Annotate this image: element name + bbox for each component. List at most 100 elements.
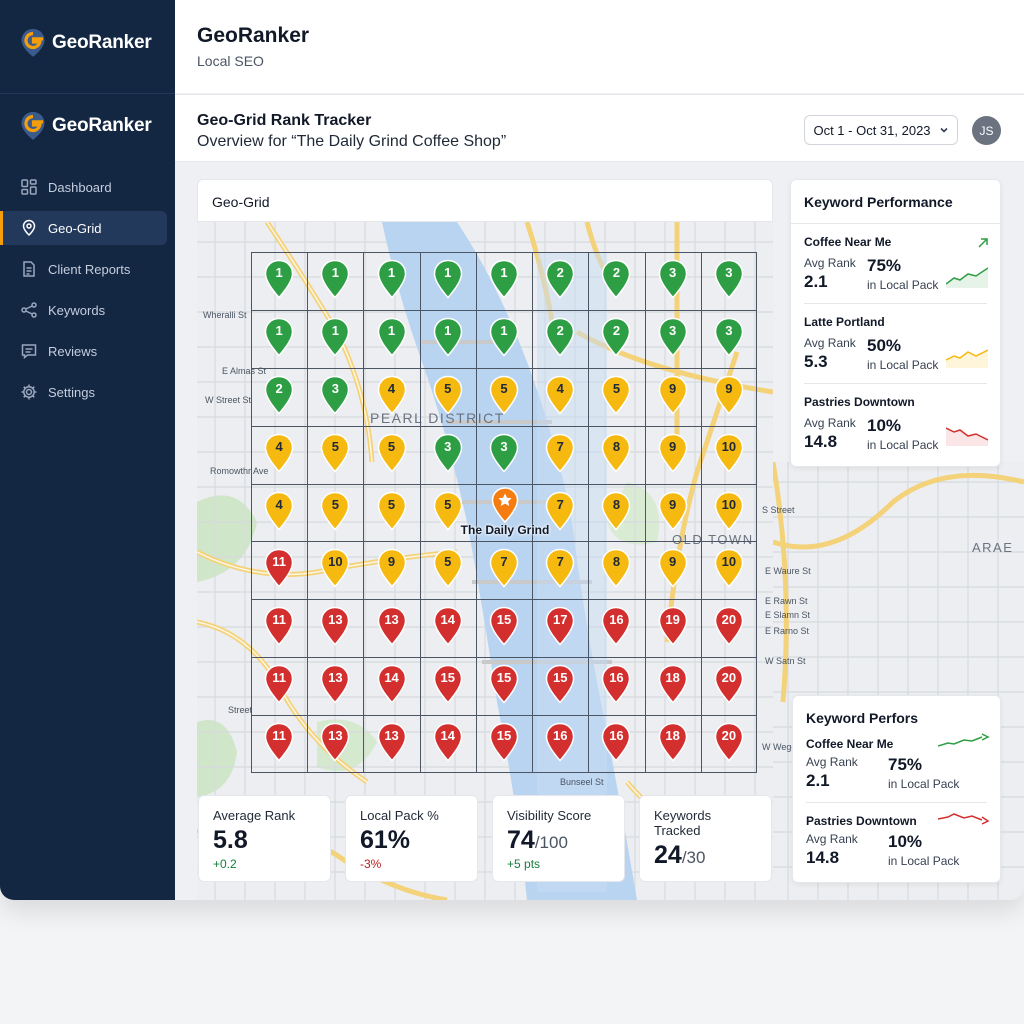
rank-pin[interactable]: 18 <box>657 722 689 762</box>
rank-pin[interactable]: 14 <box>376 664 408 704</box>
rank-pin[interactable]: 11 <box>263 664 295 704</box>
rank-pin[interactable]: 13 <box>319 606 351 646</box>
keyword-row[interactable]: Latte Portland Avg Rank 5.3 50% in Local… <box>804 304 988 384</box>
rank-pin[interactable]: 3 <box>488 433 520 473</box>
rank-pin[interactable]: 5 <box>488 375 520 415</box>
rank-pin[interactable]: 8 <box>600 491 632 531</box>
rank-pin[interactable]: 7 <box>488 548 520 588</box>
rank-pin[interactable]: 15 <box>544 664 576 704</box>
rank-pin[interactable]: 5 <box>432 548 464 588</box>
keyword-row[interactable]: Pastries Downtown Avg Rank 14.8 10% in L… <box>806 803 990 880</box>
sidebar-item-client-reports[interactable]: Client Reports <box>0 252 167 286</box>
rank-pin[interactable]: 16 <box>600 722 632 762</box>
keyword-row[interactable]: Coffee Near Me Avg Rank 2.1 75% in Local… <box>806 726 990 803</box>
rank-pin[interactable]: 1 <box>319 317 351 357</box>
rank-pin[interactable]: 1 <box>432 259 464 299</box>
rank-pin[interactable]: 2 <box>600 259 632 299</box>
rank-pin[interactable]: 2 <box>263 375 295 415</box>
rank-pin[interactable]: 3 <box>713 259 745 299</box>
rank-value: 14 <box>440 728 455 744</box>
rank-pin[interactable]: 3 <box>657 317 689 357</box>
rank-pin[interactable]: 19 <box>657 606 689 646</box>
rank-pin[interactable]: 5 <box>432 375 464 415</box>
rank-pin[interactable]: 10 <box>713 433 745 473</box>
rank-pin[interactable]: 1 <box>376 317 408 357</box>
rank-pin[interactable]: 9 <box>657 548 689 588</box>
rank-pin[interactable]: 4 <box>263 491 295 531</box>
rank-pin[interactable]: 10 <box>319 548 351 588</box>
rank-pin[interactable]: 5 <box>376 433 408 473</box>
rank-pin[interactable]: 5 <box>600 375 632 415</box>
rank-pin[interactable]: 20 <box>713 664 745 704</box>
rank-pin[interactable]: 20 <box>713 606 745 646</box>
rank-pin[interactable]: 9 <box>657 433 689 473</box>
rank-pin[interactable]: 9 <box>657 491 689 531</box>
rank-pin[interactable]: 17 <box>544 606 576 646</box>
brand-logo[interactable]: GeoRanker <box>20 28 152 58</box>
sidebar-item-geo-grid[interactable]: Geo-Grid <box>0 211 167 245</box>
rank-pin[interactable]: 11 <box>263 548 295 588</box>
rank-pin[interactable]: 5 <box>319 433 351 473</box>
rank-pin[interactable]: 7 <box>544 548 576 588</box>
rank-pin[interactable]: 5 <box>319 491 351 531</box>
rank-pin[interactable]: 4 <box>263 433 295 473</box>
rank-pin[interactable]: 1 <box>432 317 464 357</box>
rank-pin[interactable]: 9 <box>713 375 745 415</box>
rank-pin[interactable]: 9 <box>657 375 689 415</box>
rank-pin[interactable]: 16 <box>600 664 632 704</box>
rank-pin[interactable]: 4 <box>544 375 576 415</box>
rank-pin[interactable]: 15 <box>432 664 464 704</box>
keyword-row[interactable]: Coffee Near Me Avg Rank 2.1 75% in Local… <box>804 224 988 304</box>
rank-pin[interactable]: 3 <box>432 433 464 473</box>
rank-pin[interactable]: 15 <box>488 664 520 704</box>
rank-pin[interactable]: 2 <box>600 317 632 357</box>
rank-pin[interactable]: 16 <box>600 606 632 646</box>
rank-pin[interactable]: 2 <box>544 317 576 357</box>
rank-pin[interactable]: 2 <box>544 259 576 299</box>
rank-pin[interactable]: 16 <box>544 722 576 762</box>
rank-pin[interactable]: 1 <box>263 259 295 299</box>
rank-pin[interactable]: 13 <box>319 664 351 704</box>
date-range-picker[interactable]: Oct 1 - Oct 31, 2023 <box>804 115 958 145</box>
user-avatar[interactable]: JS <box>972 116 1001 145</box>
rank-pin[interactable]: 14 <box>432 722 464 762</box>
rank-pin[interactable]: 1 <box>376 259 408 299</box>
rank-pin[interactable]: 3 <box>657 259 689 299</box>
rank-pin[interactable]: 3 <box>713 317 745 357</box>
keyword-row[interactable]: Pastries Downtown Avg Rank 14.8 10% in L… <box>804 384 988 464</box>
rank-pin[interactable]: 5 <box>432 491 464 531</box>
rank-pin[interactable]: 20 <box>713 722 745 762</box>
brand-logo-secondary[interactable]: GeoRanker <box>20 111 152 141</box>
rank-pin[interactable]: 10 <box>713 491 745 531</box>
map-pin-icon <box>714 664 744 704</box>
rank-pin[interactable]: 8 <box>600 548 632 588</box>
business-location-pin[interactable] <box>491 487 519 524</box>
sidebar-item-keywords[interactable]: Keywords <box>0 293 167 327</box>
rank-pin[interactable]: 14 <box>432 606 464 646</box>
rank-value: 15 <box>496 612 512 628</box>
rank-pin[interactable]: 3 <box>319 375 351 415</box>
rank-pin[interactable]: 7 <box>544 491 576 531</box>
sidebar-item-settings[interactable]: Settings <box>0 375 167 409</box>
rank-pin[interactable]: 5 <box>376 491 408 531</box>
brand-name: GeoRanker <box>52 115 152 136</box>
rank-pin[interactable]: 1 <box>263 317 295 357</box>
rank-pin[interactable]: 7 <box>544 433 576 473</box>
rank-pin[interactable]: 11 <box>263 606 295 646</box>
rank-pin[interactable]: 18 <box>657 664 689 704</box>
rank-pin[interactable]: 1 <box>488 259 520 299</box>
rank-pin[interactable]: 11 <box>263 722 295 762</box>
rank-pin[interactable]: 13 <box>376 722 408 762</box>
rank-pin[interactable]: 1 <box>488 317 520 357</box>
rank-pin[interactable]: 10 <box>713 548 745 588</box>
rank-pin[interactable]: 1 <box>319 259 351 299</box>
rank-pin[interactable]: 15 <box>488 606 520 646</box>
rank-pin[interactable]: 4 <box>376 375 408 415</box>
rank-pin[interactable]: 8 <box>600 433 632 473</box>
rank-pin[interactable]: 9 <box>376 548 408 588</box>
sidebar-item-reviews[interactable]: Reviews <box>0 334 167 368</box>
rank-pin[interactable]: 13 <box>376 606 408 646</box>
rank-pin[interactable]: 13 <box>319 722 351 762</box>
rank-pin[interactable]: 15 <box>488 722 520 762</box>
sidebar-item-dashboard[interactable]: Dashboard <box>0 170 167 204</box>
